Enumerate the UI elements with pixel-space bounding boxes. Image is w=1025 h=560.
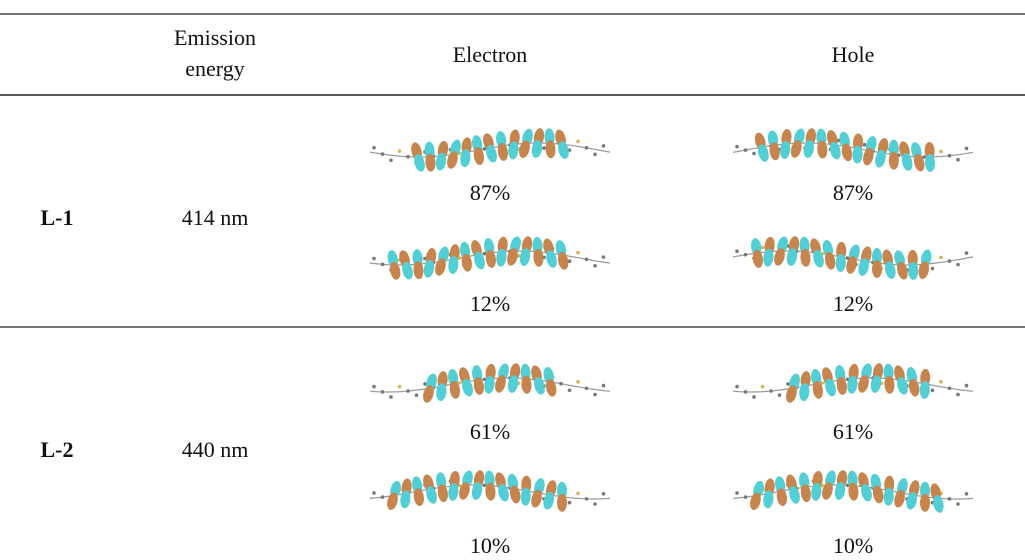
table-graphics	[0, 0, 1025, 560]
orbital-image	[370, 235, 610, 280]
atom	[381, 390, 385, 394]
atom	[744, 495, 748, 499]
atom	[576, 140, 580, 144]
emission-cell: 440 nm	[182, 437, 249, 463]
atom	[744, 390, 748, 394]
atom	[965, 384, 969, 388]
atom	[956, 393, 960, 397]
atom	[576, 492, 580, 496]
atom	[769, 389, 773, 393]
atom	[735, 249, 739, 253]
atom	[744, 148, 748, 152]
atom	[602, 492, 606, 496]
atom	[406, 155, 410, 159]
percent-cell: 87%	[470, 180, 510, 206]
atom	[948, 386, 952, 390]
header-cell: Hole	[832, 42, 875, 68]
atom	[389, 395, 393, 399]
atom	[931, 267, 935, 271]
atom	[593, 502, 597, 506]
atom	[398, 149, 402, 153]
orbital-image	[733, 127, 973, 172]
atom	[585, 386, 589, 390]
atom	[372, 146, 376, 150]
atom	[381, 263, 385, 267]
orbital-lobe	[872, 260, 882, 278]
atom	[585, 257, 589, 261]
atom	[576, 380, 580, 384]
atom	[761, 385, 765, 389]
orbital-lobe	[920, 494, 930, 512]
atom	[931, 388, 935, 392]
header-cell: Electron	[453, 42, 528, 68]
atom	[389, 158, 393, 162]
atom	[744, 253, 748, 257]
atom	[398, 385, 402, 389]
atom	[372, 257, 376, 261]
percent-cell: 10%	[833, 533, 873, 559]
percent-cell: 61%	[470, 419, 510, 445]
atom	[965, 147, 969, 151]
atom	[948, 497, 952, 501]
atom	[585, 497, 589, 501]
atom	[939, 150, 943, 154]
orbital-image	[370, 469, 610, 511]
atom	[752, 152, 756, 156]
atom	[568, 388, 572, 392]
header-cell: Emission energy	[150, 22, 280, 84]
atom	[372, 491, 376, 495]
atom	[602, 144, 606, 148]
atom	[735, 145, 739, 149]
atom	[372, 385, 376, 389]
atom	[593, 153, 597, 157]
orbital-image	[370, 362, 610, 404]
atom	[593, 393, 597, 397]
percent-cell: 87%	[833, 180, 873, 206]
atom	[735, 385, 739, 389]
atom	[576, 251, 580, 255]
atom	[965, 492, 969, 496]
atom	[939, 380, 943, 384]
atom	[593, 264, 597, 268]
atom	[752, 395, 756, 399]
emission-cell: 414 nm	[182, 205, 249, 231]
atom	[559, 382, 563, 386]
percent-cell: 12%	[833, 291, 873, 317]
atom	[406, 389, 410, 393]
atom	[381, 495, 385, 499]
row-label: L-1	[41, 205, 74, 231]
atom	[542, 146, 546, 150]
atom	[415, 393, 419, 397]
atom	[863, 143, 867, 147]
row-label: L-2	[41, 437, 74, 463]
atom	[956, 502, 960, 506]
atom	[585, 146, 589, 150]
atom	[956, 263, 960, 267]
atom	[778, 393, 782, 397]
orbital-image	[733, 362, 973, 404]
atom	[568, 501, 572, 505]
orbital-image	[370, 127, 610, 172]
orbital-image	[733, 469, 973, 513]
atom	[381, 152, 385, 156]
orbital-lobe	[889, 152, 899, 170]
atom	[735, 491, 739, 495]
percent-cell: 61%	[833, 419, 873, 445]
atom	[939, 256, 943, 260]
orbital-lobe	[557, 494, 567, 512]
atom	[956, 158, 960, 162]
percent-cell: 10%	[470, 533, 510, 559]
atom	[948, 154, 952, 158]
percent-cell: 12%	[470, 291, 510, 317]
atom	[602, 255, 606, 259]
orbital-image	[733, 235, 973, 280]
atom	[948, 259, 952, 263]
table-page: Emission energy Electron Hole L-1 414 nm…	[0, 0, 1025, 560]
atom	[965, 251, 969, 255]
atom	[602, 384, 606, 388]
